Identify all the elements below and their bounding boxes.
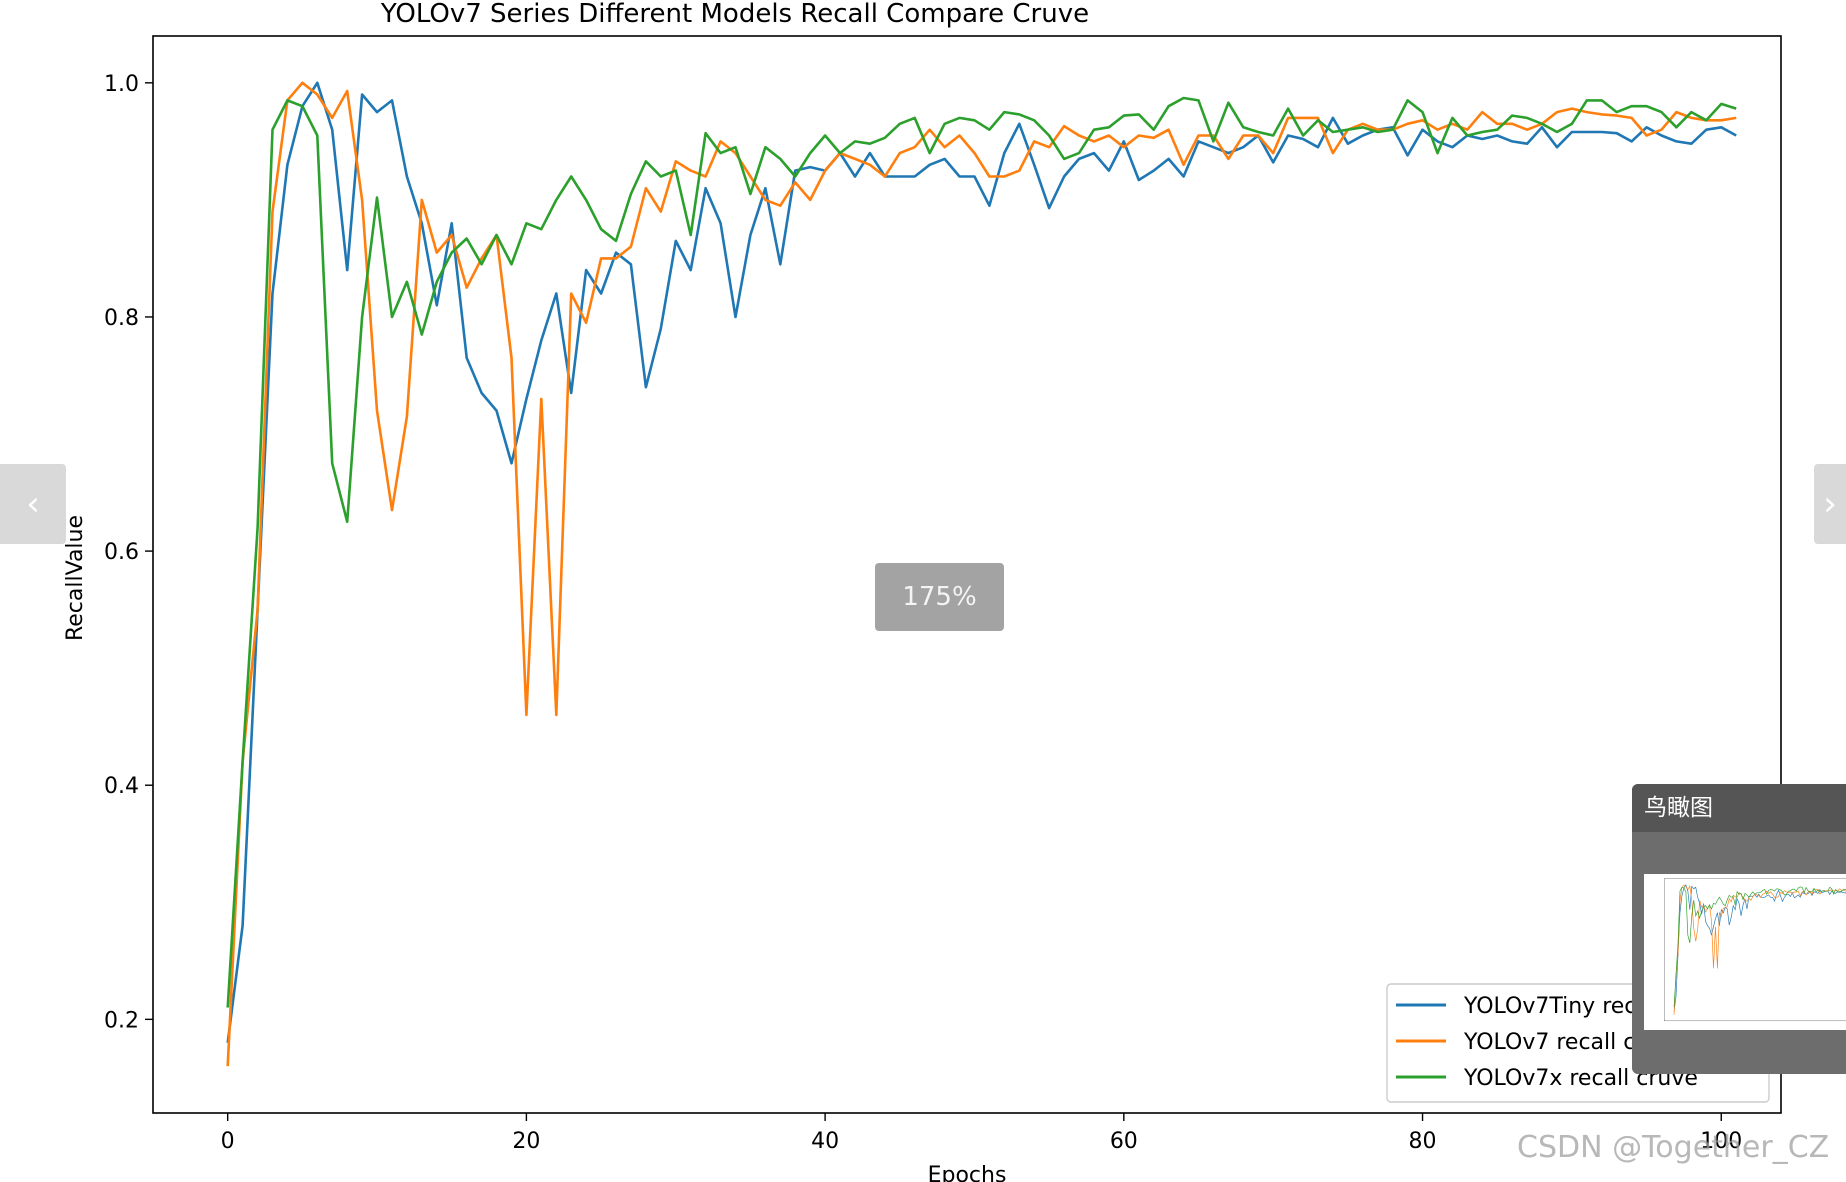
x-axis-label: Epochs <box>928 1163 1007 1182</box>
series-line-2 <box>226 96 1737 1008</box>
y-axis-ticks: 0.2 0.4 0.6 0.8 1.0 <box>104 72 153 1033</box>
y-tick-label: 1.0 <box>104 72 139 97</box>
overview-title: 鸟瞰图 <box>1632 784 1846 832</box>
x-tick-label: 20 <box>512 1129 540 1154</box>
thumbnail-line-2 <box>1673 886 1846 1008</box>
plot-series <box>226 81 1737 1067</box>
y-tick-label: 0.6 <box>104 540 139 565</box>
chevron-right-icon: › <box>1823 484 1837 524</box>
zoom-level-text: 175% <box>902 582 977 612</box>
series-line-1 <box>226 81 1737 1067</box>
y-tick-label: 0.2 <box>104 1008 139 1033</box>
zoom-level-badge: 175% <box>875 563 1004 631</box>
y-tick-label: 0.4 <box>104 774 139 799</box>
previous-image-button[interactable]: ‹ <box>0 464 66 544</box>
series-line-0 <box>226 81 1737 1043</box>
overview-thumbnail[interactable] <box>1644 874 1846 1030</box>
x-tick-label: 40 <box>811 1129 839 1154</box>
thumbnail-line-0 <box>1673 884 1846 1012</box>
y-tick-label: 0.8 <box>104 306 139 331</box>
x-tick-label: 0 <box>221 1129 235 1154</box>
overview-panel[interactable]: 鸟瞰图 <box>1632 784 1846 1074</box>
watermark: CSDN @Together_CZ <box>1517 1130 1830 1165</box>
overview-thumbnail-image <box>1664 878 1846 1022</box>
x-axis-ticks: 0 20 40 60 80 100 <box>221 1113 1742 1154</box>
x-tick-label: 100 <box>1700 1129 1742 1154</box>
x-tick-label: 60 <box>1110 1129 1138 1154</box>
chevron-left-icon: ‹ <box>26 484 40 524</box>
next-image-button[interactable]: › <box>1814 464 1846 544</box>
plot-frame <box>152 35 1782 1114</box>
x-tick-label: 80 <box>1409 1129 1437 1154</box>
y-axis-label: RecallValue <box>63 515 88 641</box>
chart-title: YOLOv7 Series Different Models Recall Co… <box>380 0 1089 29</box>
thumbnail-frame <box>1664 878 1846 1022</box>
